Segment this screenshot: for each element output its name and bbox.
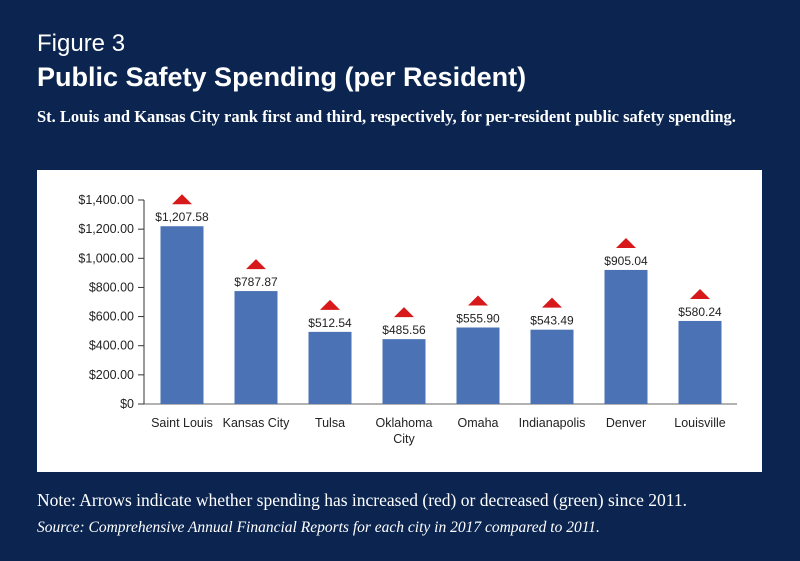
category-label: Tulsa xyxy=(315,416,345,430)
y-tick-label: $1,400.00 xyxy=(78,193,134,207)
y-tick-label: $0 xyxy=(120,397,134,411)
y-tick-label: $1,200.00 xyxy=(78,222,134,236)
data-label: $512.54 xyxy=(308,316,352,330)
data-label: $555.90 xyxy=(456,312,500,326)
increase-arrow xyxy=(172,194,192,205)
bar xyxy=(678,320,722,404)
increase-arrow xyxy=(246,259,266,270)
y-tick-label: $1,000.00 xyxy=(78,251,134,265)
category-label: City xyxy=(393,432,415,446)
category-label: Kansas City xyxy=(223,416,290,430)
y-tick-label: $400.00 xyxy=(89,339,134,353)
increase-arrow xyxy=(542,297,562,308)
category-label: Oklahoma xyxy=(376,416,433,430)
chart-source: Source: Comprehensive Annual Financial R… xyxy=(37,519,600,536)
chart-panel: $0 $200.00 $400.00 $600.00 $800.00 $1,000.00 $… xyxy=(37,170,762,472)
data-label: $580.24 xyxy=(678,305,722,319)
category-label: Saint Louis xyxy=(151,416,213,430)
increase-arrow xyxy=(690,288,710,299)
y-tick-label: $200.00 xyxy=(89,368,134,382)
increase-arrow xyxy=(320,299,340,310)
bar-chart: $0 $200.00 $400.00 $600.00 $800.00 $1,000.00 $… xyxy=(78,193,737,446)
category-label: Louisville xyxy=(674,416,725,430)
data-label: $485.56 xyxy=(382,323,426,337)
data-label: $543.49 xyxy=(530,314,574,328)
chart-title: Public Safety Spending (per Resident) xyxy=(37,62,527,92)
increase-arrow xyxy=(468,295,488,306)
increase-arrow xyxy=(394,307,414,318)
bar xyxy=(382,339,426,404)
chart-subtitle: St. Louis and Kansas City rank first and… xyxy=(37,107,736,126)
bar xyxy=(604,269,648,404)
data-label: $787.87 xyxy=(234,275,278,289)
data-label: $1,207.58 xyxy=(155,210,209,224)
category-label: Denver xyxy=(606,416,646,430)
bar xyxy=(530,329,574,404)
increase-arrow xyxy=(616,237,636,248)
bar xyxy=(456,327,500,404)
y-tick-label: $600.00 xyxy=(89,310,134,324)
y-tick-label: $800.00 xyxy=(89,280,134,294)
category-label: Omaha xyxy=(458,416,499,430)
data-label: $905.04 xyxy=(604,254,648,268)
chart-note: Note: Arrows indicate whether spending h… xyxy=(37,490,687,510)
figure-label: Figure 3 xyxy=(37,30,126,57)
category-label: Indianapolis xyxy=(519,416,586,430)
bar xyxy=(234,291,278,404)
bar xyxy=(308,331,352,404)
bar xyxy=(160,226,204,404)
